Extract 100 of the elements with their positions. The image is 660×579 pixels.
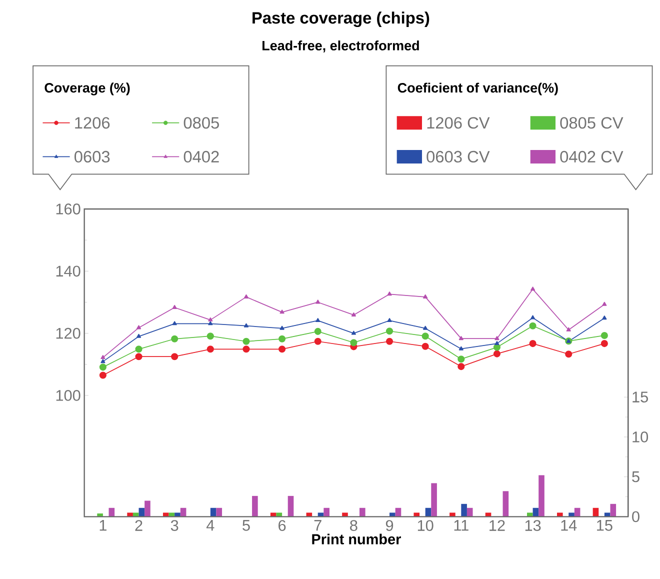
bar bbox=[466, 508, 473, 517]
legend-label: 0805 CV bbox=[560, 117, 624, 129]
point bbox=[458, 363, 465, 370]
x-tick-label: 5 bbox=[242, 520, 250, 532]
point bbox=[351, 312, 356, 317]
point bbox=[314, 338, 322, 346]
y-tick-label: 140 bbox=[56, 266, 80, 277]
point bbox=[350, 339, 358, 346]
point bbox=[280, 326, 284, 330]
y2-tick-label: 5 bbox=[632, 472, 640, 482]
bar bbox=[360, 508, 366, 517]
point bbox=[422, 343, 429, 350]
point bbox=[530, 286, 536, 291]
point bbox=[100, 359, 106, 364]
point bbox=[387, 292, 392, 296]
y2-tick-label: 0 bbox=[632, 511, 640, 522]
point bbox=[244, 323, 249, 328]
legend-label: 0603 bbox=[74, 151, 110, 163]
point bbox=[100, 355, 106, 360]
point bbox=[387, 318, 392, 322]
legend-label: 0805 bbox=[184, 117, 219, 129]
x-tick-label: 7 bbox=[314, 520, 322, 531]
point bbox=[529, 340, 536, 348]
point bbox=[171, 336, 178, 343]
point bbox=[386, 328, 394, 335]
point bbox=[171, 353, 178, 360]
bar bbox=[288, 496, 294, 517]
point bbox=[280, 310, 284, 314]
point bbox=[314, 328, 322, 336]
bar bbox=[127, 512, 133, 517]
x-tick-label: 2 bbox=[135, 520, 142, 532]
point bbox=[494, 341, 500, 346]
text: Coeficient of variance(%) bbox=[398, 82, 558, 96]
point bbox=[99, 364, 106, 371]
bar bbox=[538, 475, 544, 517]
point bbox=[206, 332, 214, 340]
point bbox=[566, 328, 571, 332]
point bbox=[135, 346, 142, 353]
point bbox=[565, 350, 572, 358]
bar bbox=[276, 512, 282, 517]
bar bbox=[324, 508, 330, 517]
legend-label: 1206 bbox=[75, 117, 110, 129]
point bbox=[600, 340, 608, 348]
point bbox=[386, 338, 394, 346]
point bbox=[242, 338, 250, 346]
legend-label: 0603 CV bbox=[426, 151, 490, 163]
bar bbox=[610, 504, 616, 517]
point bbox=[316, 318, 320, 322]
point bbox=[422, 332, 429, 340]
bar bbox=[526, 512, 533, 517]
y2-tick-label: 15 bbox=[632, 392, 648, 403]
x-tick-label: 9 bbox=[386, 520, 394, 532]
x-tick-label: 15 bbox=[597, 520, 612, 532]
x-tick-label: 10 bbox=[418, 520, 434, 532]
y-tick-label: 100 bbox=[56, 390, 80, 402]
point bbox=[423, 294, 428, 299]
x-tick-label: 14 bbox=[561, 520, 577, 531]
point bbox=[135, 353, 142, 360]
chart-subtitle: Lead-free, electroformed bbox=[262, 40, 419, 53]
x-tick-label: 6 bbox=[278, 520, 286, 532]
bar bbox=[132, 512, 139, 517]
point bbox=[172, 321, 177, 326]
point bbox=[493, 344, 501, 352]
legend-label: 0402 CV bbox=[560, 151, 624, 163]
bar bbox=[557, 512, 563, 517]
point bbox=[208, 321, 213, 326]
point bbox=[244, 294, 249, 299]
bar bbox=[144, 500, 150, 517]
legend-label: 1206 CV bbox=[427, 117, 490, 129]
point bbox=[278, 336, 286, 343]
point bbox=[136, 334, 142, 338]
point bbox=[602, 302, 607, 306]
x-tick-label: 8 bbox=[350, 520, 358, 532]
point bbox=[242, 346, 250, 353]
point bbox=[278, 346, 286, 353]
point bbox=[172, 305, 177, 310]
point bbox=[494, 336, 500, 340]
point bbox=[423, 326, 428, 330]
bar bbox=[252, 496, 258, 517]
bar bbox=[461, 504, 467, 517]
bar bbox=[390, 512, 396, 517]
point bbox=[136, 325, 142, 330]
y-tick-label: 160 bbox=[56, 204, 80, 215]
point bbox=[458, 336, 464, 340]
y2-tick-label: 10 bbox=[632, 432, 648, 443]
x-tick-label: 1 bbox=[100, 520, 106, 531]
y-tick-label: 120 bbox=[56, 328, 80, 339]
point bbox=[208, 318, 213, 322]
x-tick-label: 12 bbox=[490, 520, 505, 532]
x-axis-title: Print number bbox=[312, 534, 401, 545]
bar bbox=[431, 483, 437, 517]
bar bbox=[414, 512, 420, 517]
bar bbox=[568, 512, 574, 517]
point bbox=[316, 300, 320, 304]
point bbox=[458, 346, 464, 351]
point bbox=[529, 322, 536, 330]
legend-title: Coverage (%) bbox=[44, 82, 130, 96]
x-tick-label: 13 bbox=[525, 520, 541, 532]
point bbox=[99, 372, 106, 379]
point bbox=[602, 316, 607, 320]
